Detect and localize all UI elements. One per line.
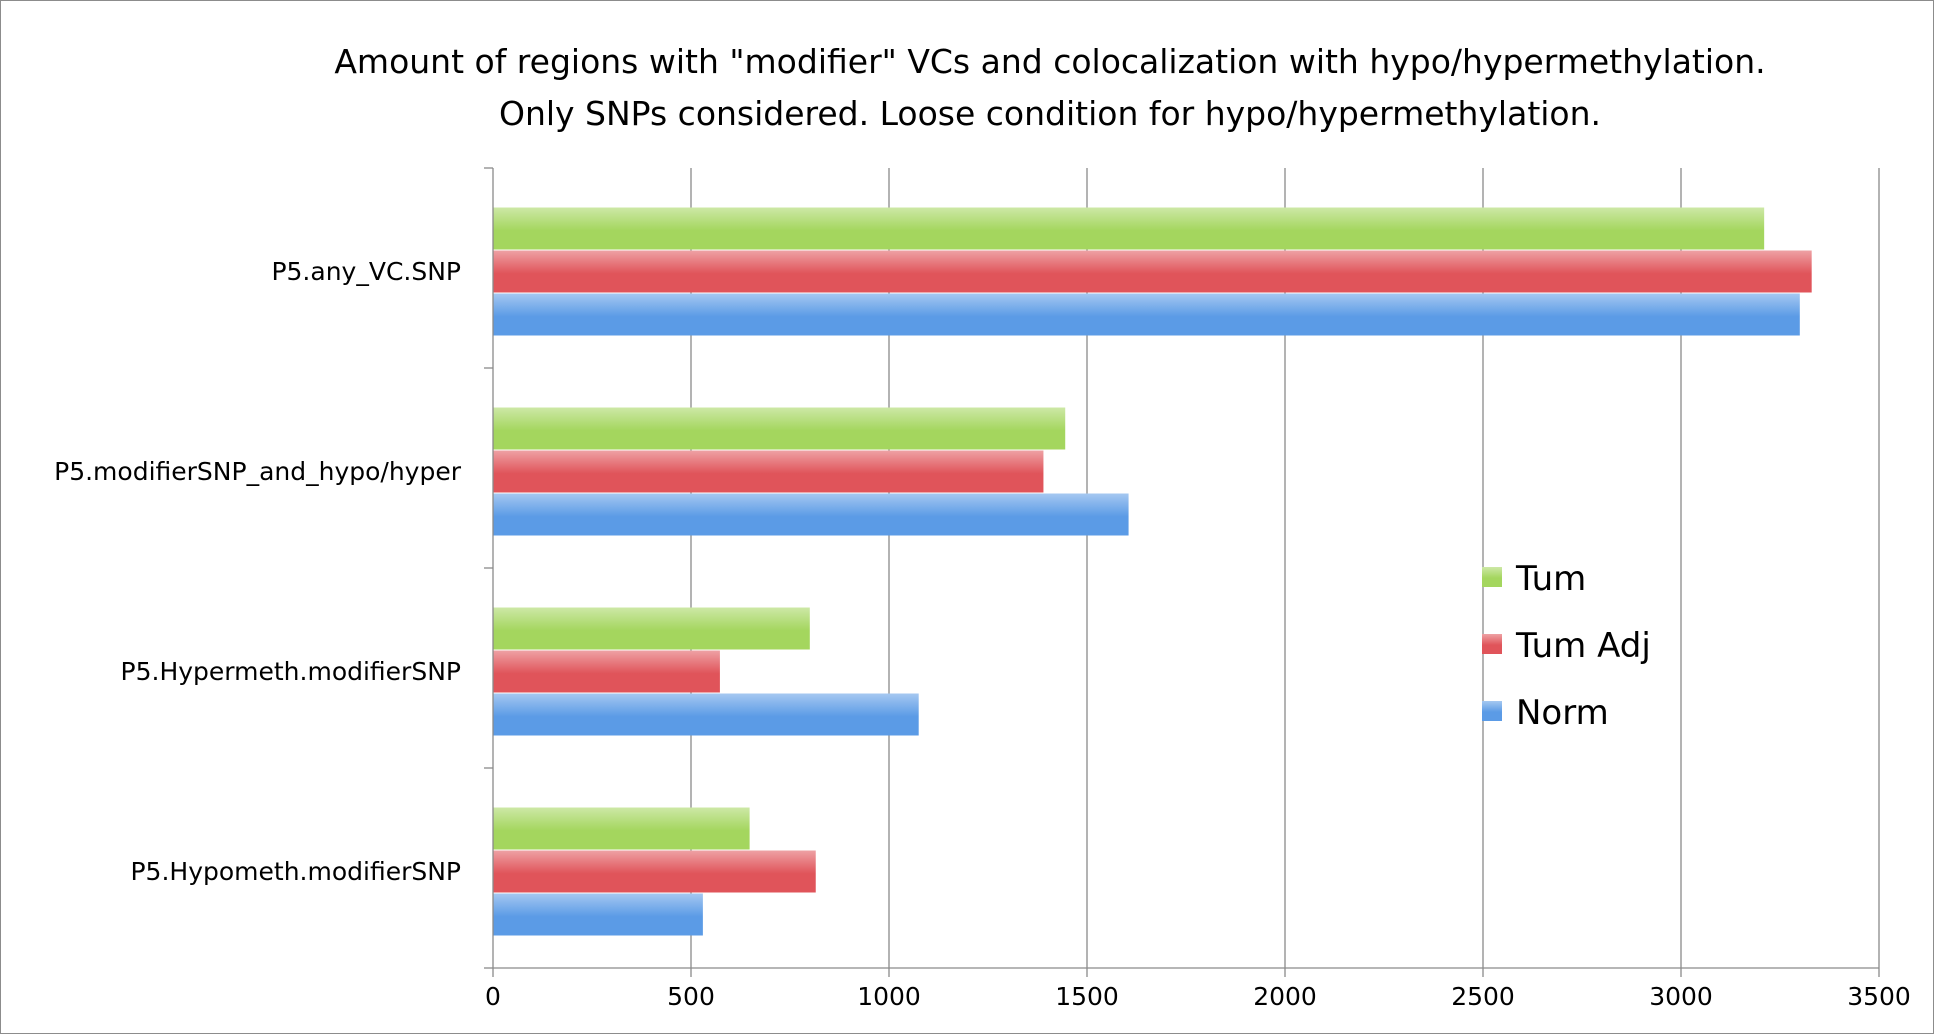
bar-norm bbox=[493, 293, 1800, 336]
x-tick-label: 1500 bbox=[1055, 982, 1119, 1011]
bar-tum-adj bbox=[493, 450, 1044, 493]
x-tick-label: 2500 bbox=[1451, 982, 1515, 1011]
legend-swatch bbox=[1482, 567, 1502, 587]
bar-tum bbox=[493, 607, 810, 650]
category-label: P5.Hypermeth.modifierSNP bbox=[121, 657, 461, 686]
category-label: P5.modifierSNP_and_hypo/hyper bbox=[54, 457, 462, 486]
bars bbox=[493, 207, 1812, 936]
bar-tum bbox=[493, 407, 1066, 450]
category-label: P5.Hypometh.modifierSNP bbox=[130, 857, 461, 886]
x-tick-label: 0 bbox=[485, 982, 501, 1011]
legend-swatch bbox=[1482, 701, 1502, 721]
legend-label: Tum Adj bbox=[1515, 626, 1651, 666]
bar-tum-adj bbox=[493, 250, 1812, 293]
bar-tum bbox=[493, 207, 1765, 250]
x-tick-label: 500 bbox=[667, 982, 715, 1011]
chart-title: Amount of regions with "modifier" VCs an… bbox=[240, 36, 1860, 140]
category-label: P5.any_VC.SNP bbox=[271, 257, 461, 286]
axes bbox=[484, 167, 1880, 977]
legend: Tum Tum Adj Norm bbox=[1482, 559, 1651, 733]
legend-swatch bbox=[1482, 634, 1502, 654]
legend-label: Norm bbox=[1516, 693, 1609, 733]
bar-norm bbox=[493, 893, 703, 936]
bar-tum bbox=[493, 807, 750, 850]
chart-title-line-1: Amount of regions with "modifier" VCs an… bbox=[334, 42, 1766, 81]
tick-labels: 0 500 1000 1500 2000 2500 3000 3500 bbox=[485, 982, 1911, 1011]
x-tick-label: 3500 bbox=[1847, 982, 1911, 1011]
bar-norm bbox=[493, 493, 1129, 536]
legend-label: Tum bbox=[1515, 559, 1586, 599]
x-tick-label: 1000 bbox=[857, 982, 921, 1011]
bar-norm bbox=[493, 693, 919, 736]
bar-tum-adj bbox=[493, 850, 816, 893]
x-tick-label: 2000 bbox=[1253, 982, 1317, 1011]
x-tick-label: 3000 bbox=[1649, 982, 1713, 1011]
category-labels: P5.any_VC.SNP P5.modifierSNP_and_hypo/hyp… bbox=[54, 257, 462, 886]
bar-tum-adj bbox=[493, 650, 720, 693]
chart-title-line-2: Only SNPs considered. Loose condition fo… bbox=[498, 94, 1602, 133]
